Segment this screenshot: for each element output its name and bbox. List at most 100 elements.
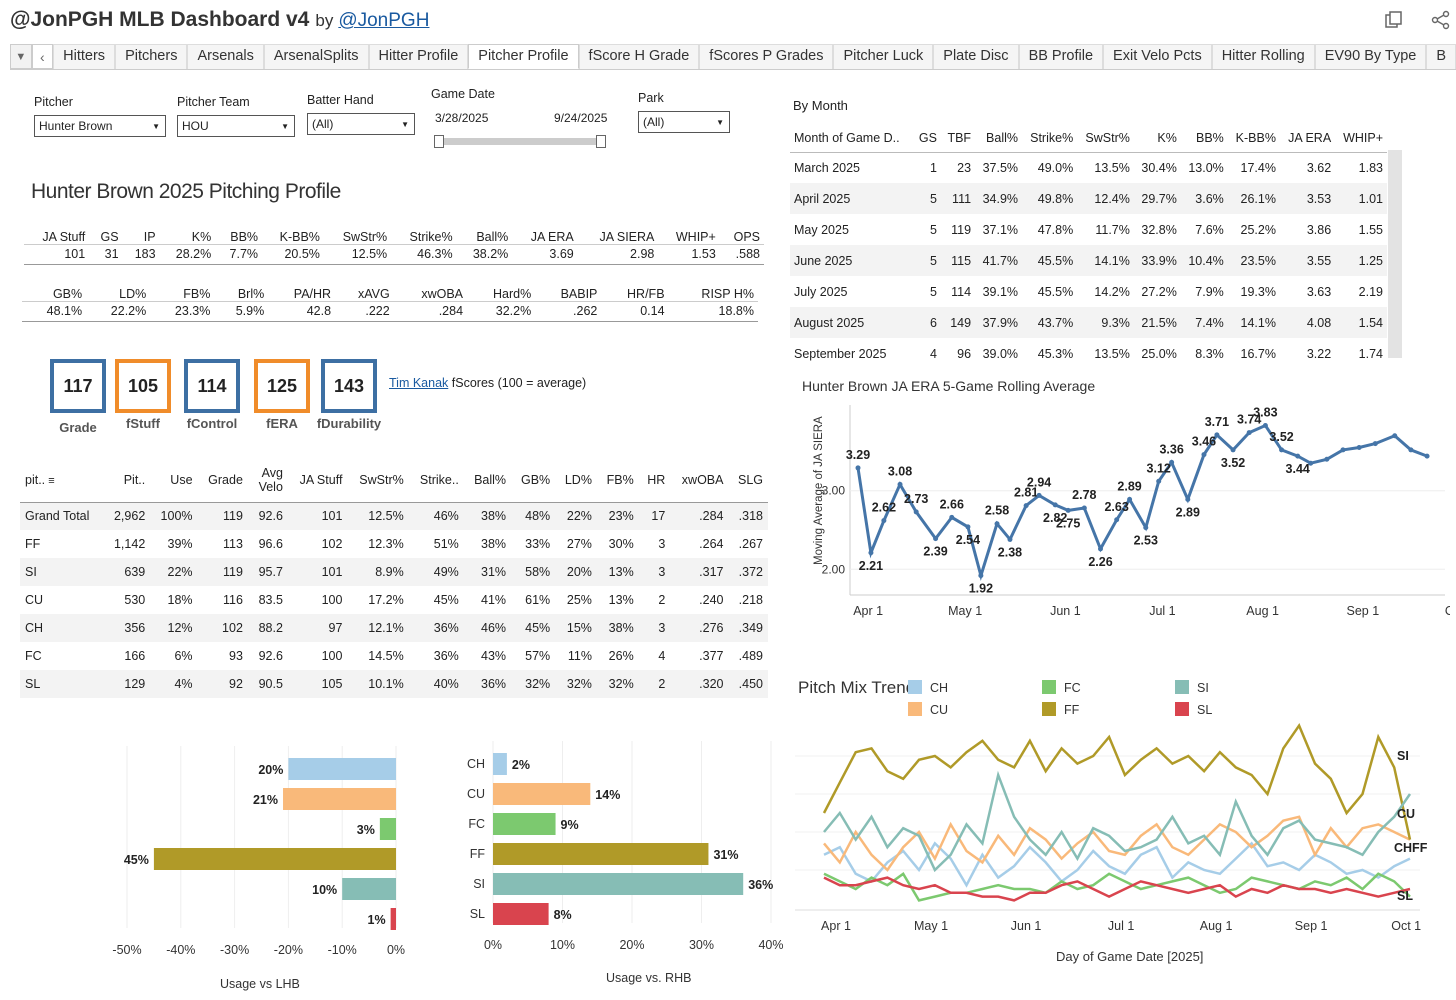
table-cell: 40% bbox=[408, 670, 464, 698]
table-cell: 32% bbox=[511, 670, 556, 698]
table-cell: Grand Total bbox=[20, 502, 104, 530]
era-point bbox=[1424, 453, 1430, 459]
era-point bbox=[1143, 525, 1149, 531]
tab-pitcher-profile[interactable]: Pitcher Profile bbox=[468, 44, 579, 69]
table-cell: 45% bbox=[511, 614, 556, 642]
bar-sl bbox=[493, 903, 549, 925]
date-slider-end-handle[interactable] bbox=[596, 135, 606, 148]
table-cell: 1.01 bbox=[1335, 183, 1387, 214]
era-point bbox=[1295, 453, 1301, 459]
column-header: K% bbox=[1157, 130, 1177, 145]
era-point bbox=[965, 524, 971, 530]
fscore-label: fERA bbox=[266, 416, 298, 431]
tab-pitchers[interactable]: Pitchers bbox=[115, 44, 188, 69]
by-month-title: By Month bbox=[793, 98, 848, 113]
x-tick-label: Oct 1 bbox=[1445, 604, 1450, 618]
table-cell: 10.1% bbox=[347, 670, 409, 698]
tab-bb-profile[interactable]: BB Profile bbox=[1018, 44, 1104, 69]
table-cell: 25.2% bbox=[1240, 222, 1276, 237]
data-label: 2.78 bbox=[1072, 488, 1096, 502]
table-cell: .276 bbox=[670, 614, 729, 642]
park-select[interactable]: (All) ▼ bbox=[638, 111, 730, 133]
x-tick-label: 20% bbox=[619, 938, 644, 952]
column-header: Use bbox=[170, 472, 193, 487]
data-label: 2.89 bbox=[1117, 479, 1141, 493]
fscore-card-fdurability: 143 bbox=[321, 359, 377, 413]
table-cell: 119 bbox=[951, 222, 972, 237]
table-cell: 100 bbox=[321, 649, 343, 663]
y-tick-label: 3.00 bbox=[822, 484, 846, 498]
column-header: GB% bbox=[520, 472, 551, 487]
table-cell: 102 bbox=[197, 614, 248, 642]
tab-hitter-profile[interactable]: Hitter Profile bbox=[368, 44, 469, 69]
era-point bbox=[1356, 445, 1362, 450]
table-cell: 11% bbox=[567, 649, 592, 663]
x-tick-label: Jul 1 bbox=[1149, 604, 1175, 618]
author-link[interactable]: @JonPGH bbox=[338, 10, 430, 31]
pitch-type-header[interactable]: pit.. ≡ bbox=[25, 472, 55, 487]
table-cell: CH bbox=[20, 614, 104, 642]
table-cell: 5 bbox=[929, 222, 937, 237]
bar-sl bbox=[390, 908, 396, 930]
era-point bbox=[1230, 447, 1236, 453]
series-line-ff bbox=[822, 723, 1412, 840]
stat-header: RISP H% bbox=[701, 286, 754, 301]
tab-hitters[interactable]: Hitters bbox=[53, 44, 116, 69]
tab-arsenalsplits[interactable]: ArsenalSplits bbox=[263, 44, 369, 69]
share-icon[interactable] bbox=[1431, 10, 1451, 30]
park-filter-label: Park bbox=[638, 91, 664, 105]
tab-pitcher-luck[interactable]: Pitcher Luck bbox=[833, 44, 934, 69]
pitcher-select[interactable]: Hunter Brown ▼ bbox=[34, 115, 166, 137]
table-cell: 12.5% bbox=[347, 502, 409, 530]
column-header: Month of Game D.. bbox=[794, 130, 900, 145]
stat-header: FB% bbox=[183, 286, 211, 301]
tim-kanak-link[interactable]: Tim Kanak bbox=[389, 376, 449, 390]
table-scrollbar[interactable] bbox=[1388, 150, 1402, 358]
tab-plate-disc[interactable]: Plate Disc bbox=[933, 44, 1019, 69]
category-label: CH bbox=[467, 757, 485, 771]
table-cell: .267 bbox=[738, 537, 763, 551]
bar-label: 14% bbox=[595, 788, 620, 802]
table-cell: 13.0% bbox=[1188, 160, 1224, 175]
table-cell: .264 bbox=[699, 537, 724, 551]
tab-fscores-p-grades[interactable]: fScores P Grades bbox=[699, 44, 834, 69]
data-label: 2.58 bbox=[985, 504, 1009, 518]
tab-arsenals[interactable]: Arsenals bbox=[187, 44, 264, 69]
stat-header: BABIP bbox=[560, 286, 598, 301]
date-slider-track[interactable] bbox=[438, 138, 604, 145]
tab-hitter-rolling[interactable]: Hitter Rolling bbox=[1211, 44, 1315, 69]
date-slider-start-handle[interactable] bbox=[434, 135, 444, 148]
chevron-down-icon: ▼ bbox=[152, 122, 160, 131]
bar-fc bbox=[493, 813, 556, 835]
legend-swatch bbox=[908, 702, 922, 716]
era-point bbox=[1156, 478, 1162, 484]
table-cell: 4 bbox=[929, 346, 937, 361]
bar-label: 21% bbox=[253, 793, 278, 807]
column-header: GS bbox=[918, 130, 937, 145]
table-cell: 100 bbox=[321, 593, 343, 607]
table-cell: 26% bbox=[608, 649, 634, 663]
table-cell: 113 bbox=[222, 537, 243, 551]
table-cell: 102 bbox=[321, 537, 343, 551]
tab-b[interactable]: B bbox=[1426, 44, 1456, 69]
copy-icon[interactable] bbox=[1384, 10, 1404, 30]
table-cell: 17 bbox=[638, 502, 671, 530]
sort-icon[interactable]: ≡ bbox=[45, 474, 55, 487]
team-select[interactable]: HOU ▼ bbox=[177, 115, 295, 137]
era-point bbox=[1408, 447, 1414, 453]
batter-hand-select[interactable]: (All) ▼ bbox=[307, 113, 415, 135]
tab-scroll-left-icon[interactable]: ‹ bbox=[31, 44, 54, 69]
category-label: FF bbox=[470, 847, 486, 861]
tab-ev90-by-type[interactable]: EV90 By Type bbox=[1314, 44, 1427, 69]
column-header: K-BB% bbox=[1235, 130, 1276, 145]
pitch-type-table: pit.. ≡ Pit.. Use Grade Avg Velo JA Stuff SwSt… bbox=[20, 458, 768, 698]
table-cell: 30.4% bbox=[1141, 160, 1177, 175]
tab-menu-dropdown-icon[interactable]: ▼ bbox=[10, 44, 32, 69]
fscore-label: fControl bbox=[186, 416, 238, 431]
batter-hand-select-value: (All) bbox=[312, 117, 334, 131]
title-text: @JonPGH MLB Dashboard v4 bbox=[10, 8, 310, 31]
tab-exit-velo-pcts[interactable]: Exit Velo Pcts bbox=[1103, 44, 1212, 69]
stat-value: 32.2% bbox=[495, 304, 532, 318]
tab-fscore-h-grade[interactable]: fScore H Grade bbox=[578, 44, 700, 69]
table-cell: 93 bbox=[229, 649, 243, 663]
